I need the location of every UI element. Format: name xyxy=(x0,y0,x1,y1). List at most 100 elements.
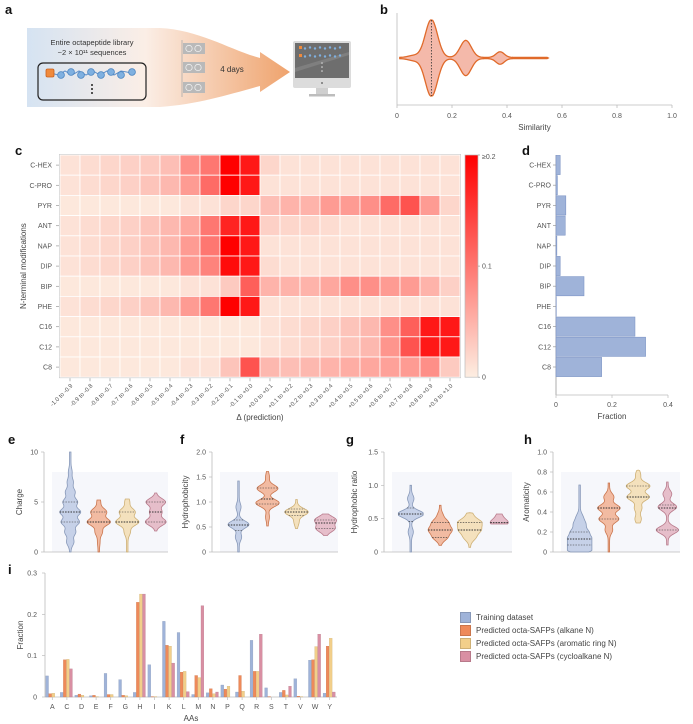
bar xyxy=(80,695,85,698)
bar xyxy=(133,692,137,698)
bar xyxy=(288,686,292,698)
y-tick-label: NAP xyxy=(537,243,552,250)
violin-shape xyxy=(597,482,621,553)
bar xyxy=(118,679,122,698)
bar xyxy=(165,645,169,698)
x-tick-label: Q xyxy=(239,704,245,711)
bar xyxy=(226,686,231,698)
colorbar-tick-label: ≥0.2 xyxy=(482,154,496,161)
y-tick-label: 10 xyxy=(30,450,38,457)
bar xyxy=(66,659,70,698)
x-axis-label: Δ (prediction) xyxy=(236,413,283,422)
bar xyxy=(223,688,227,698)
x-tick-label: N xyxy=(210,704,215,711)
x-axis-label: Similarity xyxy=(518,123,550,132)
violin-shape xyxy=(489,513,509,525)
panel-letter-i: i xyxy=(8,562,12,577)
violin-shape xyxy=(655,481,679,546)
violin-shape xyxy=(227,480,250,553)
legend-item-aromatic: Predicted octa-SAFPs (aromatic ring N) xyxy=(460,637,617,650)
y-tick-label: 0.2 xyxy=(27,612,37,619)
y-tick-label: 0.5 xyxy=(196,525,206,532)
bar xyxy=(74,695,78,698)
legend-label-cycloalkane: Predicted octa-SAFPs (cycloalkane N) xyxy=(476,652,613,661)
y-tick-label: ANT xyxy=(537,223,552,230)
x-tick-label: A xyxy=(50,704,55,711)
x-tick-label: 0 xyxy=(554,402,558,409)
colorbar-tick-label: 0.1 xyxy=(482,264,492,271)
violin-shape xyxy=(427,504,453,546)
bar xyxy=(139,593,143,698)
y-tick-label: 0.2 xyxy=(537,530,547,537)
row-label: C12 xyxy=(39,344,52,351)
bar xyxy=(215,691,219,698)
y-tick-label: C16 xyxy=(538,324,551,331)
bar xyxy=(191,694,195,698)
heatmap-frame xyxy=(59,154,461,379)
legend-item-alkane: Predicted octa-SAFPs (alkane N) xyxy=(460,624,617,637)
x-tick-label: 0.8 xyxy=(612,113,622,120)
x-axis-label: Fraction xyxy=(598,412,627,421)
bar xyxy=(332,691,336,698)
legend-item-training: Training dataset xyxy=(460,611,617,624)
legend-swatch-alkane xyxy=(460,625,471,636)
y-tick-label: PYR xyxy=(537,203,551,210)
computer-monitor-icon xyxy=(293,41,351,97)
x-tick-label: F xyxy=(109,704,113,711)
y-tick-label: C8 xyxy=(542,365,551,372)
violin-shape xyxy=(59,451,82,553)
row-label: DIP xyxy=(40,264,52,271)
violin-shape xyxy=(86,499,111,553)
x-axis-label: AAs xyxy=(184,714,199,723)
y-tick-label: C12 xyxy=(538,344,551,351)
row-label: C16 xyxy=(39,324,52,331)
bar xyxy=(103,673,108,698)
row-label: NAP xyxy=(38,243,53,250)
y-axis-label: Hydrophobicity xyxy=(181,476,190,529)
bar xyxy=(238,675,242,698)
x-tick-label: D xyxy=(79,704,84,711)
panel-letter-b: b xyxy=(380,2,388,17)
x-tick-label: E xyxy=(94,704,99,711)
bar xyxy=(147,664,151,698)
bar xyxy=(136,602,140,698)
row-label: PHE xyxy=(38,304,53,311)
bar xyxy=(282,690,286,698)
bar xyxy=(314,646,318,698)
x-tick-label: Y xyxy=(327,704,332,711)
violin-shape xyxy=(625,469,651,524)
bar xyxy=(183,671,187,698)
bar xyxy=(45,675,49,698)
bar xyxy=(212,693,216,698)
x-tick-label: K xyxy=(167,704,172,711)
bar xyxy=(264,687,268,698)
y-tick-label: 0 xyxy=(543,550,547,557)
bar xyxy=(296,696,300,698)
bar xyxy=(69,668,73,698)
peptide-box xyxy=(37,62,147,101)
x-tick-label: M xyxy=(195,704,201,711)
y-axis-label: Charge xyxy=(15,488,24,515)
bar xyxy=(256,671,260,698)
bar xyxy=(162,621,166,698)
panel-letter-h: h xyxy=(524,432,532,447)
bar xyxy=(176,632,181,698)
y-tick-label: 0 xyxy=(374,550,378,557)
panel-letter-a: a xyxy=(5,2,13,17)
y-tick-label: 1.0 xyxy=(368,483,378,490)
bar xyxy=(107,694,111,698)
bar xyxy=(60,692,64,698)
y-tick-label: 1.0 xyxy=(196,500,206,507)
y-tick-label: 2.0 xyxy=(196,450,206,457)
legend-label-training: Training dataset xyxy=(476,613,534,622)
ellipsis-icon xyxy=(91,84,93,94)
bar xyxy=(194,675,198,698)
row-label: BIP xyxy=(41,284,53,291)
y-tick-label: 0.1 xyxy=(27,653,37,660)
x-tick-label: T xyxy=(284,704,289,711)
x-tick-label: V xyxy=(298,704,303,711)
x-tick-label: 0.2 xyxy=(447,113,457,120)
panel-i-legend: Training dataset Predicted octa-SAFPs (a… xyxy=(460,611,617,663)
